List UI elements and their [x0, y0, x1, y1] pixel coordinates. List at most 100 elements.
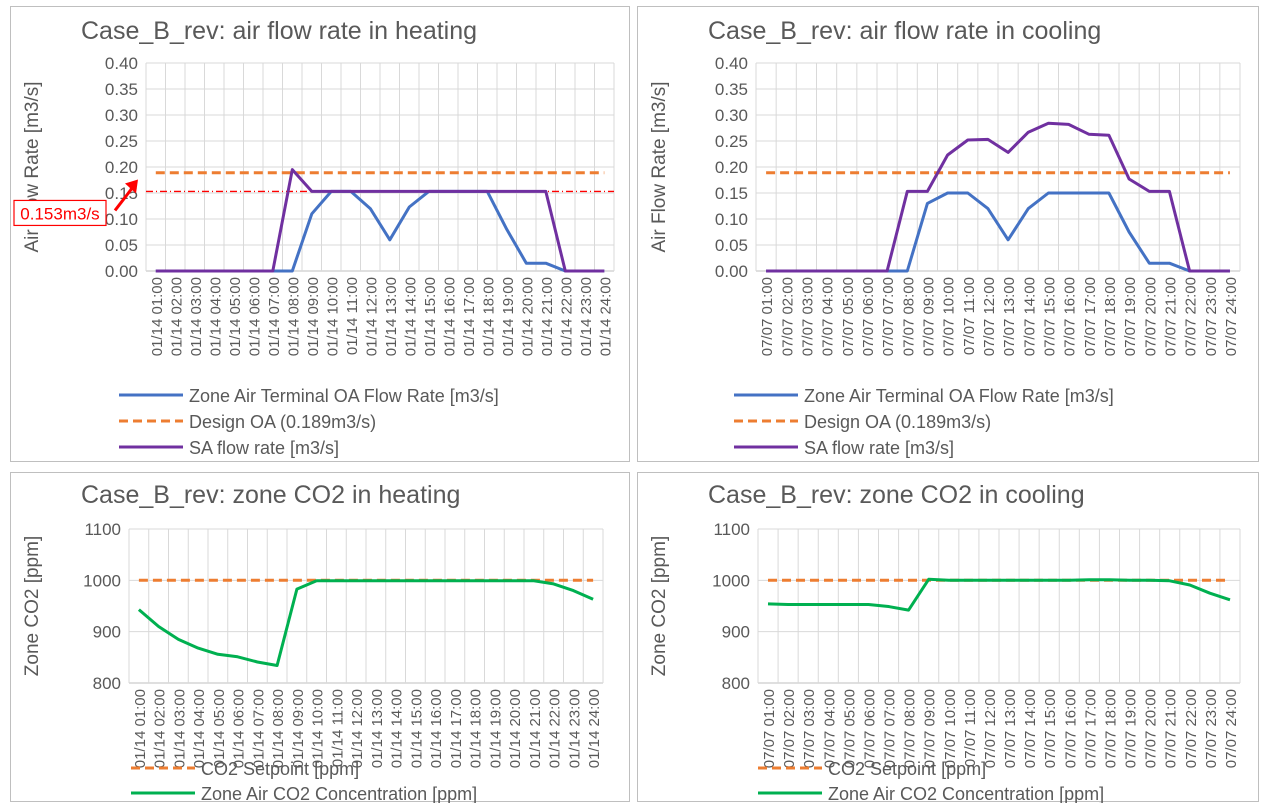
x-tick-label: 07/07 14:00	[1022, 689, 1039, 768]
x-tick-label: 07/07 12:00	[981, 277, 998, 356]
legend-label: Zone Air Terminal OA Flow Rate [m3/s]	[804, 386, 1114, 406]
x-tick-label: 07/07 10:00	[941, 277, 958, 356]
x-tick-label: 07/07 03:00	[799, 277, 816, 356]
x-tick-label: 01/14 16:00	[441, 277, 458, 356]
x-tick-label: 07/07 17:00	[1082, 277, 1099, 356]
y-tick-label: 0.30	[715, 106, 748, 125]
x-tick-label: 07/07 18:00	[1102, 277, 1119, 356]
x-tick-label: 07/07 02:00	[779, 277, 796, 356]
x-tick-label: 07/07 09:00	[922, 689, 939, 768]
y-tick-label: 0.25	[105, 132, 138, 151]
x-tick-label: 07/07 20:00	[1142, 277, 1159, 356]
x-tick-label: 07/07 18:00	[1102, 689, 1119, 768]
x-tick-label: 01/14 23:00	[566, 689, 583, 768]
x-tick-label: 01/14 02:00	[152, 689, 169, 768]
y-tick-label: 0.35	[715, 80, 748, 99]
x-tick-label: 01/14 10:00	[324, 277, 341, 356]
x-tick-label: 07/07 08:00	[902, 689, 919, 768]
x-tick-label: 01/14 13:00	[369, 689, 386, 768]
y-axis-label: Air Flow Rate [m3/s]	[649, 81, 670, 252]
x-tick-label: 01/14 09:00	[290, 689, 307, 768]
x-tick-label: 01/14 23:00	[578, 277, 595, 356]
x-tick-label: 07/07 24:00	[1223, 277, 1240, 356]
x-tick-label: 01/14 15:00	[422, 277, 439, 356]
x-tick-label: 01/14 21:00	[527, 689, 544, 768]
annotation-arrowhead	[125, 179, 138, 194]
x-tick-label: 01/14 07:00	[266, 277, 283, 356]
y-tick-label: 1100	[84, 520, 121, 539]
x-tick-label: 07/07 19:00	[1122, 277, 1139, 356]
x-tick-label: 07/07 10:00	[942, 689, 959, 768]
x-tick-label: 01/14 20:00	[519, 277, 536, 356]
y-tick-label: 0.40	[715, 54, 748, 73]
x-tick-label: 07/07 08:00	[900, 277, 917, 356]
legend-label: Zone Air CO2 Concentration [ppm]	[828, 784, 1104, 803]
x-tick-label: 07/07 23:00	[1203, 689, 1220, 768]
legend-label: Design OA (0.189m3/s)	[804, 412, 991, 432]
cooling-airflow-chart: Case_B_rev: air flow rate in cooling Air …	[649, 17, 1241, 458]
x-tick-label: 07/07 13:00	[1001, 277, 1018, 356]
y-axis-label: Zone CO2 [ppm]	[22, 536, 43, 676]
x-tick-label: 07/07 12:00	[982, 689, 999, 768]
x-tick-label: 07/07 11:00	[961, 277, 978, 355]
x-tick-label: 01/14 05:00	[211, 689, 228, 768]
x-tick-label: 01/14 03:00	[188, 277, 205, 356]
x-tick-label: 07/07 03:00	[801, 689, 818, 768]
x-tick-label: 01/14 08:00	[270, 689, 287, 768]
x-tick-label: 01/14 14:00	[402, 277, 419, 356]
x-tick-label: 07/07 07:00	[880, 277, 897, 356]
x-tick-label: 01/14 01:00	[149, 277, 166, 356]
y-tick-label: 0.20	[105, 158, 138, 177]
cooling-co2-chart: Case_B_rev: zone CO2 in cooling Zone CO2 …	[649, 481, 1241, 803]
y-tick-label: 1000	[83, 571, 121, 590]
x-tick-label: 01/14 03:00	[171, 689, 188, 768]
x-tick-label: 07/07 01:00	[761, 689, 778, 768]
x-tick-label: 01/14 06:00	[231, 689, 248, 768]
x-tick-label: 01/14 24:00	[597, 277, 614, 356]
y-tick-label: 0.35	[105, 80, 138, 99]
y-tick-label: 1000	[712, 571, 750, 590]
x-tick-label: 07/07 15:00	[1042, 689, 1059, 768]
x-tick-label: 07/07 09:00	[920, 277, 937, 356]
legend-label: Zone Air Terminal OA Flow Rate [m3/s]	[189, 386, 499, 406]
y-tick-label: 0.00	[105, 262, 138, 281]
x-tick-label: 07/07 15:00	[1041, 277, 1058, 356]
legend-label: SA flow rate [m3/s]	[804, 438, 954, 458]
x-tick-label: 01/14 14:00	[389, 689, 406, 768]
y-tick-label: 0.25	[715, 132, 748, 151]
x-tick-label: 07/07 11:00	[962, 689, 979, 767]
x-tick-label: 07/07 20:00	[1143, 689, 1160, 768]
x-tick-label: 01/14 05:00	[227, 277, 244, 356]
y-tick-label: 0.15	[105, 184, 138, 203]
x-tick-label: 07/07 05:00	[841, 689, 858, 768]
heating-co2-chart-panel: Case_B_rev: zone CO2 in heating Zone CO2 …	[10, 472, 630, 803]
heating-co2-chart: Case_B_rev: zone CO2 in heating Zone CO2 …	[22, 481, 604, 803]
legend-label: Design OA (0.189m3/s)	[189, 412, 376, 432]
y-tick-label: 800	[722, 674, 750, 693]
x-tick-label: 07/07 22:00	[1183, 277, 1200, 356]
x-tick-label: 01/14 01:00	[132, 689, 149, 768]
x-tick-label: 01/14 08:00	[285, 277, 302, 356]
chart-title: Case_B_rev: zone CO2 in heating	[81, 481, 460, 509]
x-tick-label: 07/07 21:00	[1163, 689, 1180, 768]
x-tick-label: 01/14 18:00	[468, 689, 485, 768]
x-tick-label: 01/14 13:00	[383, 277, 400, 356]
x-tick-label: 07/07 04:00	[821, 689, 838, 768]
x-tick-label: 01/14 11:00	[344, 277, 361, 355]
x-tick-label: 01/14 17:00	[448, 689, 465, 768]
x-tick-label: 07/07 04:00	[820, 277, 837, 356]
x-tick-label: 07/07 01:00	[759, 277, 776, 356]
legend-label: Zone Air CO2 Concentration [ppm]	[201, 784, 477, 803]
y-tick-label: 0.20	[715, 158, 748, 177]
annotation-box	[13, 199, 107, 227]
y-tick-label: 0.40	[105, 54, 138, 73]
x-tick-label: 01/14 09:00	[305, 277, 322, 356]
x-tick-label: 01/14 04:00	[191, 689, 208, 768]
chart-title: Case_B_rev: zone CO2 in cooling	[708, 481, 1085, 509]
y-tick-label: 0.05	[105, 236, 138, 255]
chart-title: Case_B_rev: air flow rate in cooling	[708, 17, 1101, 45]
x-tick-label: 07/07 17:00	[1082, 689, 1099, 768]
x-tick-label: 07/07 07:00	[882, 689, 899, 768]
heating-airflow-chart: Case_B_rev: air flow rate in heating Air …	[13, 17, 615, 458]
x-tick-label: 01/14 15:00	[408, 689, 425, 768]
